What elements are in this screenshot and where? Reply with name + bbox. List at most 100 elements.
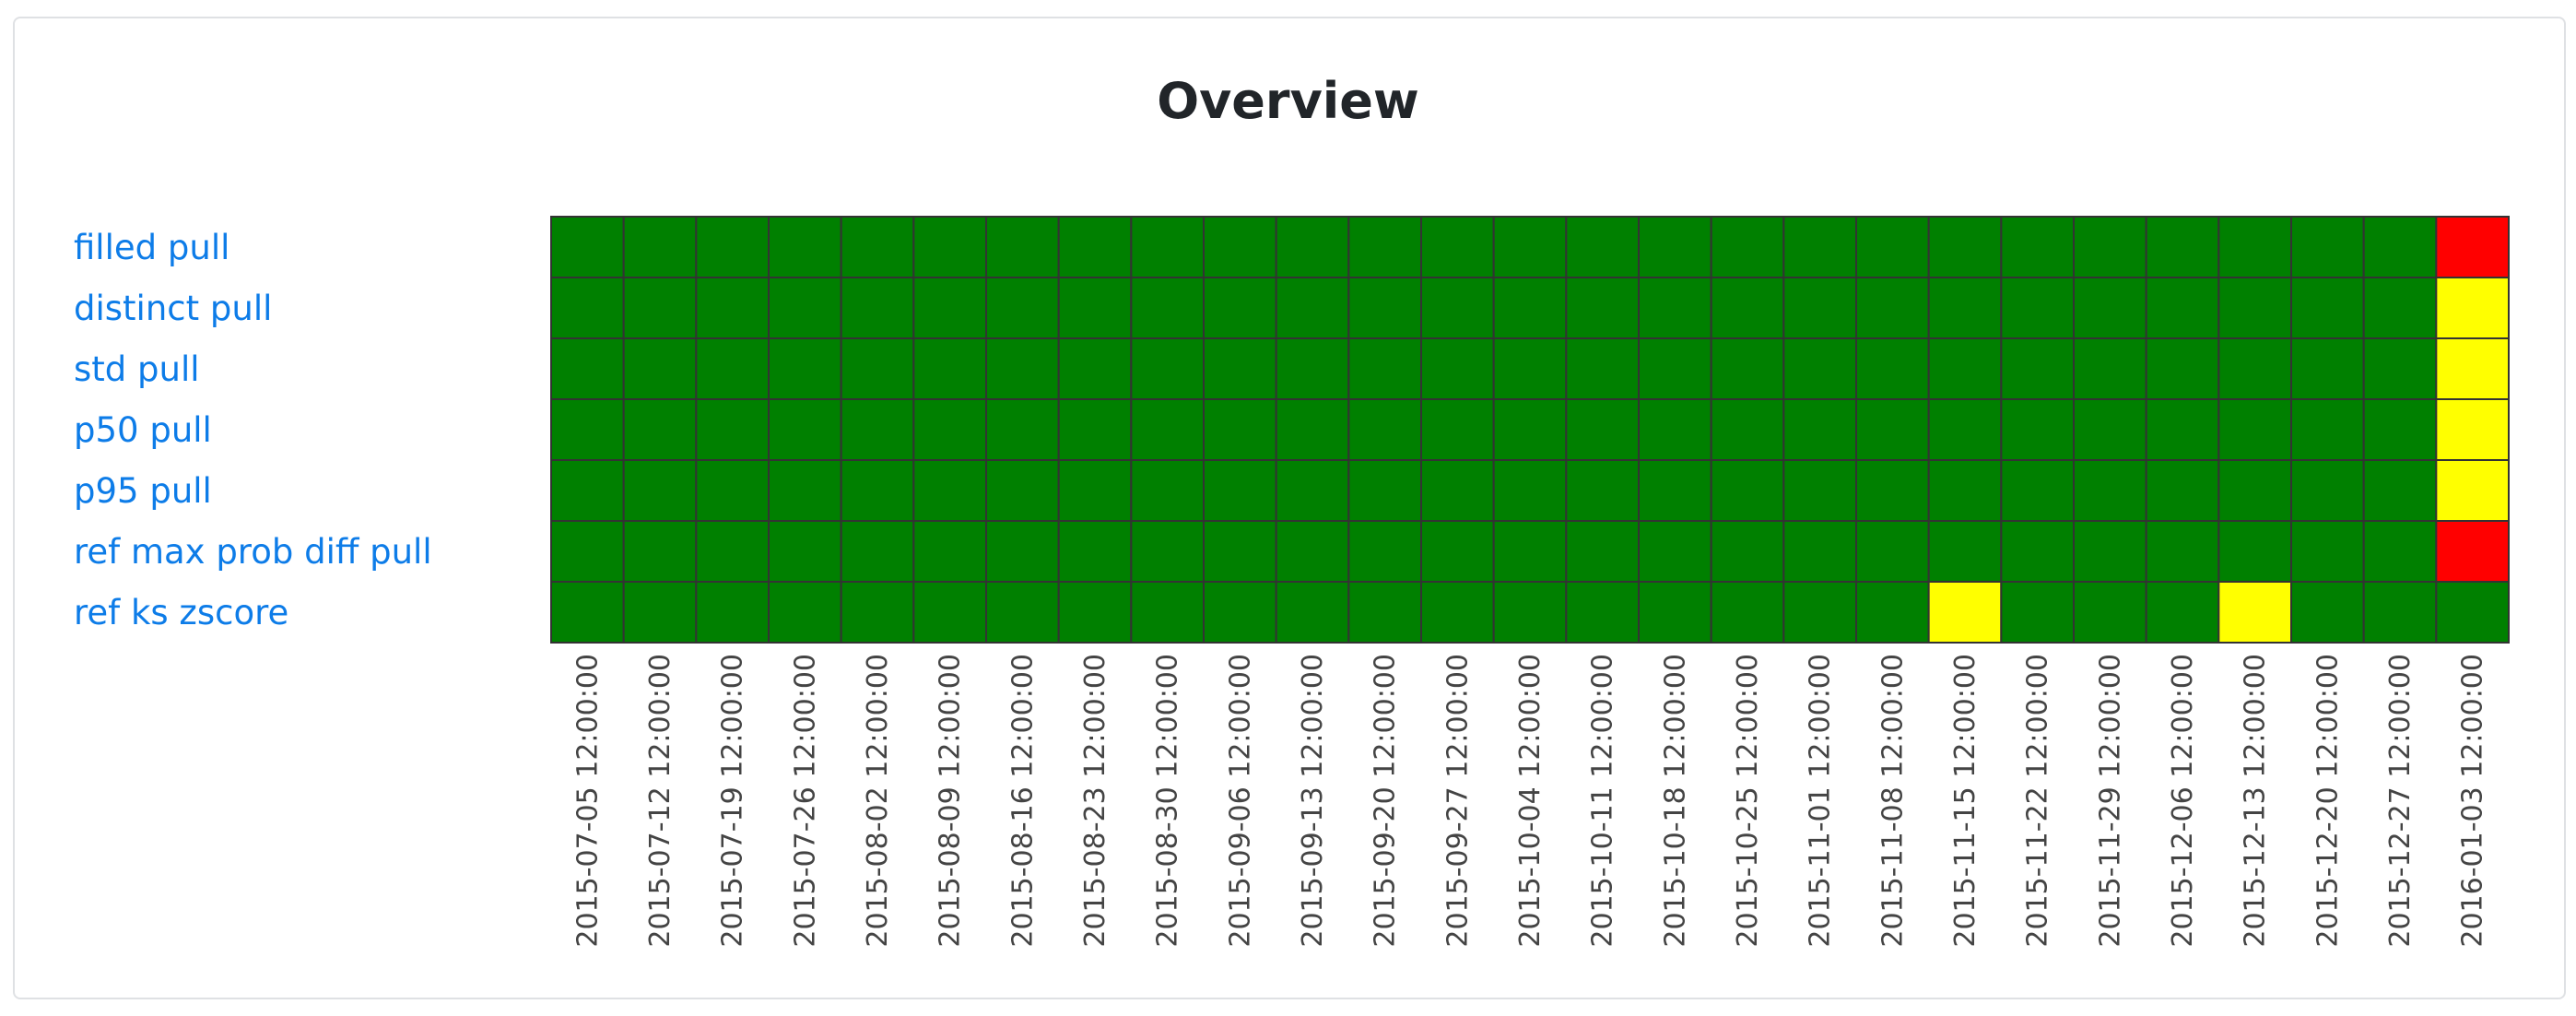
heatmap-cell[interactable]: [2435, 581, 2510, 644]
heatmap-cell[interactable]: [1420, 337, 1495, 400]
heatmap-cell[interactable]: [1565, 398, 1641, 461]
heatmap-cell[interactable]: [912, 337, 987, 400]
heatmap-cell[interactable]: [622, 398, 698, 461]
heatmap-cell[interactable]: [1203, 520, 1277, 583]
row-link-distinct-pull[interactable]: distinct pull: [74, 289, 273, 328]
heatmap-cell[interactable]: [550, 459, 625, 522]
heatmap-cell[interactable]: [622, 277, 698, 339]
heatmap-cell[interactable]: [1347, 337, 1423, 400]
heatmap-cell[interactable]: [2290, 216, 2365, 278]
heatmap-cell[interactable]: [1782, 520, 1858, 583]
heatmap-cell[interactable]: [1203, 398, 1277, 461]
heatmap-cell[interactable]: [2145, 216, 2220, 278]
heatmap-cell[interactable]: [1203, 581, 1277, 644]
heatmap-cell[interactable]: [840, 459, 915, 522]
heatmap-cell[interactable]: [768, 398, 842, 461]
heatmap-cell[interactable]: [1782, 398, 1858, 461]
heatmap-cell[interactable]: [2073, 277, 2147, 339]
heatmap-cell[interactable]: [768, 459, 842, 522]
heatmap-cell[interactable]: [768, 520, 842, 583]
heatmap-cell[interactable]: [1275, 581, 1350, 644]
heatmap-cell[interactable]: [1710, 398, 1785, 461]
heatmap-cell[interactable]: [1275, 277, 1350, 339]
heatmap-cell[interactable]: [550, 581, 625, 644]
heatmap-cell[interactable]: [1347, 277, 1423, 339]
heatmap-cell[interactable]: [2290, 398, 2365, 461]
heatmap-cell[interactable]: [1130, 398, 1206, 461]
heatmap-cell[interactable]: [1420, 459, 1495, 522]
heatmap-cell[interactable]: [695, 520, 770, 583]
row-link-ref-ks-zscore[interactable]: ref ks zscore: [74, 593, 289, 632]
heatmap-cell[interactable]: [985, 216, 1060, 278]
heatmap-cell[interactable]: [1203, 277, 1277, 339]
heatmap-cell[interactable]: [1855, 581, 1930, 644]
heatmap-cell[interactable]: [1710, 216, 1785, 278]
heatmap-cell[interactable]: [1492, 398, 1568, 461]
heatmap-cell[interactable]: [1565, 277, 1641, 339]
heatmap-cell[interactable]: [2362, 216, 2438, 278]
heatmap-cell[interactable]: [1057, 216, 1133, 278]
heatmap-cell[interactable]: [1855, 277, 1930, 339]
heatmap-cell[interactable]: [840, 277, 915, 339]
heatmap-cell[interactable]: [2000, 216, 2075, 278]
heatmap-cell[interactable]: [1275, 216, 1350, 278]
heatmap-cell[interactable]: [912, 398, 987, 461]
heatmap-cell[interactable]: [768, 277, 842, 339]
heatmap-cell[interactable]: [1638, 581, 1712, 644]
heatmap-cell[interactable]: [1420, 520, 1495, 583]
heatmap-cell[interactable]: [1782, 337, 1858, 400]
heatmap-cell[interactable]: [1710, 520, 1785, 583]
heatmap-cell[interactable]: [1710, 337, 1785, 400]
heatmap-cell[interactable]: [1492, 277, 1568, 339]
heatmap-cell[interactable]: [550, 277, 625, 339]
heatmap-cell[interactable]: [1565, 581, 1641, 644]
heatmap-cell[interactable]: [1565, 459, 1641, 522]
heatmap-cell[interactable]: [985, 277, 1060, 339]
heatmap-cell[interactable]: [2435, 520, 2510, 583]
heatmap-cell[interactable]: [1927, 277, 2003, 339]
heatmap-cell[interactable]: [622, 581, 698, 644]
heatmap-cell[interactable]: [2290, 277, 2365, 339]
heatmap-cell[interactable]: [2073, 520, 2147, 583]
heatmap-cell[interactable]: [1927, 337, 2003, 400]
heatmap-cell[interactable]: [695, 277, 770, 339]
heatmap-cell[interactable]: [985, 581, 1060, 644]
heatmap-cell[interactable]: [695, 398, 770, 461]
heatmap-cell[interactable]: [1492, 581, 1568, 644]
heatmap-cell[interactable]: [1420, 216, 1495, 278]
heatmap-cell[interactable]: [1710, 277, 1785, 339]
heatmap-cell[interactable]: [2073, 216, 2147, 278]
heatmap-cell[interactable]: [1347, 520, 1423, 583]
heatmap-cell[interactable]: [2217, 216, 2292, 278]
row-link-filled-pull[interactable]: filled pull: [74, 228, 230, 267]
heatmap-cell[interactable]: [2217, 337, 2292, 400]
heatmap-cell[interactable]: [840, 216, 915, 278]
heatmap-cell[interactable]: [912, 581, 987, 644]
heatmap-cell[interactable]: [1347, 398, 1423, 461]
heatmap-cell[interactable]: [1565, 520, 1641, 583]
heatmap-cell[interactable]: [840, 581, 915, 644]
heatmap-cell[interactable]: [2362, 459, 2438, 522]
heatmap-cell[interactable]: [695, 216, 770, 278]
heatmap-cell[interactable]: [2145, 581, 2220, 644]
heatmap-cell[interactable]: [985, 398, 1060, 461]
heatmap-cell[interactable]: [2435, 459, 2510, 522]
heatmap-cell[interactable]: [1420, 398, 1495, 461]
heatmap-cell[interactable]: [2217, 581, 2292, 644]
heatmap-cell[interactable]: [2145, 337, 2220, 400]
heatmap-cell[interactable]: [768, 337, 842, 400]
heatmap-cell[interactable]: [2073, 459, 2147, 522]
heatmap-cell[interactable]: [2073, 398, 2147, 461]
heatmap-cell[interactable]: [2362, 337, 2438, 400]
heatmap-cell[interactable]: [1638, 277, 1712, 339]
heatmap-cell[interactable]: [2435, 398, 2510, 461]
heatmap-cell[interactable]: [1855, 398, 1930, 461]
heatmap-cell[interactable]: [550, 337, 625, 400]
heatmap-cell[interactable]: [1565, 337, 1641, 400]
heatmap-cell[interactable]: [1782, 216, 1858, 278]
heatmap-cell[interactable]: [622, 459, 698, 522]
heatmap-cell[interactable]: [1855, 216, 1930, 278]
heatmap-cell[interactable]: [1275, 459, 1350, 522]
heatmap-cell[interactable]: [695, 459, 770, 522]
heatmap-cell[interactable]: [2290, 459, 2365, 522]
